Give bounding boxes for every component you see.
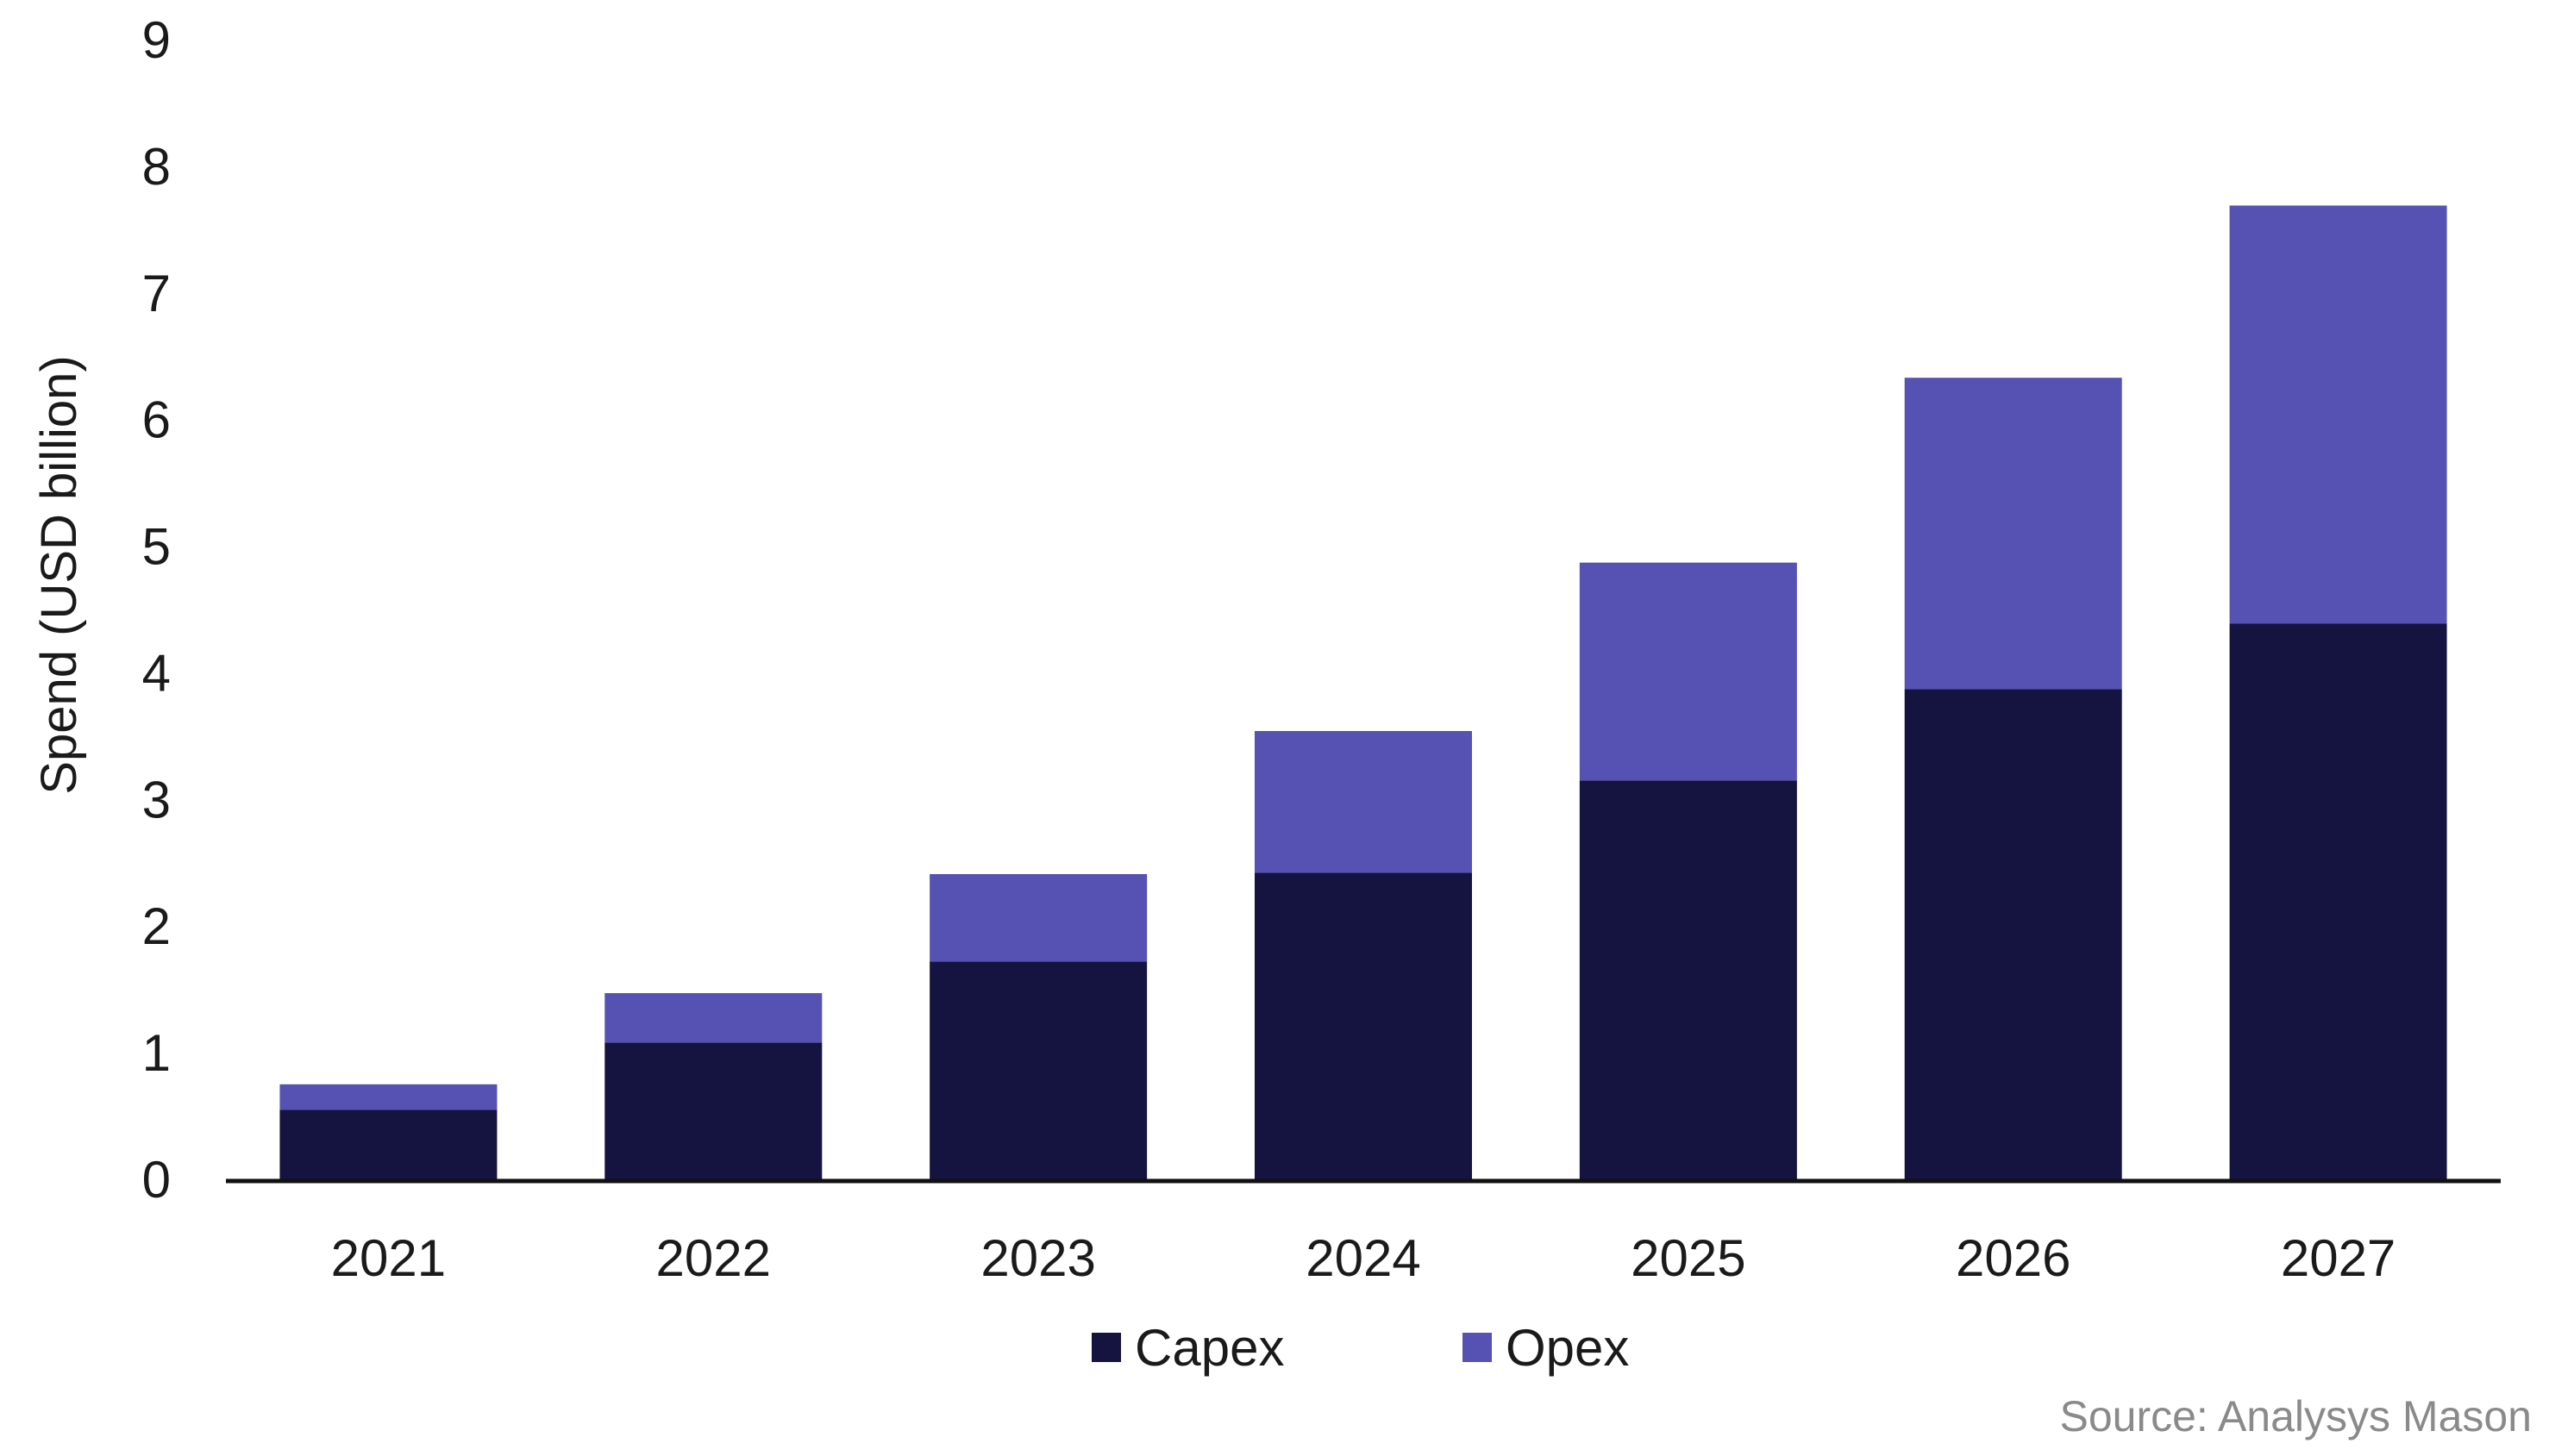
x-tick-label: 2026 xyxy=(1956,1229,2070,1287)
legend-swatch-capex xyxy=(1092,1333,1121,1362)
y-tick-label: 5 xyxy=(142,518,171,576)
legend-swatch-opex xyxy=(1462,1333,1492,1362)
y-tick-label: 0 xyxy=(142,1151,171,1209)
x-tick-labels: 2021 2022 2023 2024 2025 2026 2027 xyxy=(331,1229,2396,1287)
x-tick-label: 2022 xyxy=(656,1229,771,1287)
bar-opex-2027 xyxy=(2229,205,2447,624)
bar-capex-2022 xyxy=(604,1042,823,1179)
bar-capex-2023 xyxy=(930,961,1148,1179)
y-axis-title: Spend (USD billion) xyxy=(31,355,87,794)
y-tick-label: 9 xyxy=(142,11,171,69)
y-tick-label: 3 xyxy=(142,771,171,828)
x-tick-label: 2027 xyxy=(2281,1229,2396,1287)
bar-opex-2024 xyxy=(1255,731,1472,873)
bar-opex-2025 xyxy=(1579,562,1797,781)
bar-opex-2021 xyxy=(279,1084,498,1110)
y-tick-label: 6 xyxy=(142,391,171,449)
bar-capex-2027 xyxy=(2229,623,2447,1179)
bar-capex-2026 xyxy=(1904,689,2122,1179)
bar-capex-2024 xyxy=(1255,872,1472,1179)
bar-opex-2022 xyxy=(604,993,823,1043)
source-label: Source: Analysys Mason xyxy=(2060,1392,2533,1440)
y-tick-label: 1 xyxy=(142,1024,171,1082)
y-tick-label: 2 xyxy=(142,897,171,955)
legend: Capex Opex xyxy=(1092,1319,1629,1377)
y-tick-label: 7 xyxy=(142,265,171,322)
x-tick-label: 2023 xyxy=(980,1229,1095,1287)
bar-opex-2023 xyxy=(930,873,1148,962)
x-tick-label: 2024 xyxy=(1306,1229,1420,1287)
bar-opex-2026 xyxy=(1904,378,2122,690)
y-tick-label: 4 xyxy=(142,644,171,702)
legend-label-capex: Capex xyxy=(1135,1319,1284,1377)
y-tick-label: 8 xyxy=(142,138,171,196)
x-tick-label: 2025 xyxy=(1631,1229,1745,1287)
y-axis-title-group: Spend (USD billion) xyxy=(31,355,87,794)
bar-capex-2025 xyxy=(1579,780,1797,1179)
legend-label-opex: Opex xyxy=(1506,1319,1629,1377)
y-tick-labels: 0 1 2 3 4 5 6 7 8 9 xyxy=(142,11,171,1209)
x-tick-label: 2021 xyxy=(331,1229,446,1287)
bars xyxy=(279,205,2447,1179)
bar-capex-2021 xyxy=(279,1109,498,1179)
